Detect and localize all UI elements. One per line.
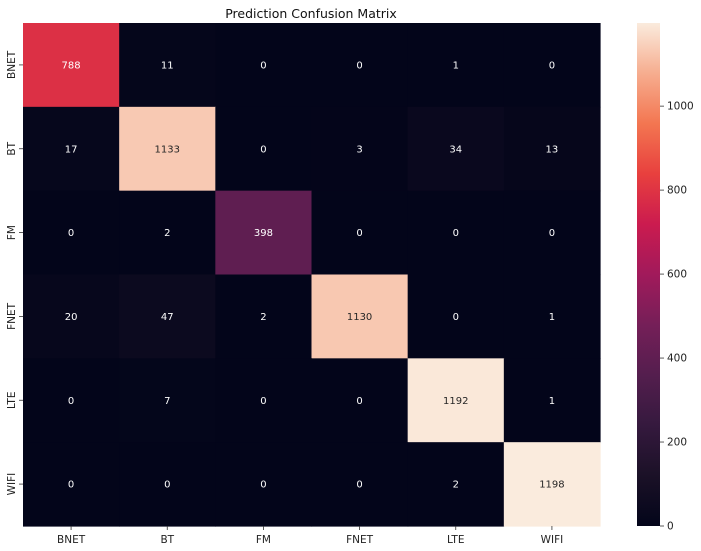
heatmap-cell [311, 358, 409, 443]
colorbar-gradient [637, 23, 660, 526]
heatmap-cell [503, 358, 601, 443]
cell-value-label: 1130 [347, 312, 372, 323]
cell-value-label: 0 [356, 480, 362, 491]
cell-value-label: 1198 [539, 480, 564, 491]
cell-value-label: 0 [68, 480, 74, 491]
cell-value-label: 47 [161, 312, 174, 323]
cell-value-label: 0 [356, 228, 362, 239]
cell-value-label: 1 [549, 312, 555, 323]
cell-value-label: 0 [260, 144, 266, 155]
heatmap-cell [23, 274, 120, 359]
cell-value-label: 2 [164, 228, 170, 239]
heatmap-cell [503, 106, 601, 192]
chart-title: Prediction Confusion Matrix [225, 6, 397, 21]
heatmap-cells: 788 11 0 0 1 017 1133 0 3 34 130 2 398 0 0 020 47 2 1130 0 1… [23, 23, 601, 527]
colorbar-ticks: 0 200 400 600 800 1000 [660, 101, 694, 533]
cell-value-label: 0 [260, 396, 266, 407]
cell-value-label: 0 [453, 228, 459, 239]
colorbar-tick-label: 600 [667, 269, 687, 281]
cell-value-label: 788 [62, 60, 81, 71]
cell-value-label: 0 [356, 396, 362, 407]
x-tick-label: FM [256, 534, 271, 546]
heatmap-cell [311, 23, 409, 108]
x-axis: BNET BT FM FNET LTE WIFI [57, 526, 563, 546]
y-tick-label: WIFI [6, 473, 18, 496]
cell-value-label: 1133 [155, 144, 180, 155]
heatmap-cell [119, 442, 216, 527]
cell-value-label: 1 [453, 60, 459, 71]
heatmap-cell [311, 442, 409, 527]
heatmap-cell [215, 106, 313, 192]
cell-value-label: 3 [356, 144, 362, 155]
heatmap-cell [311, 190, 409, 276]
heatmap-cell [119, 190, 216, 276]
heatmap-cell [407, 274, 505, 359]
colorbar-tick-label: 800 [667, 185, 687, 197]
heatmap-cell [407, 442, 505, 527]
heatmap-cell [503, 23, 601, 108]
x-tick-label: BT [160, 534, 174, 546]
colorbar: 0 200 400 600 800 1000 [637, 23, 694, 533]
heatmap-cell [215, 358, 313, 443]
cell-value-label: 1192 [443, 396, 468, 407]
heatmap-cell [503, 190, 601, 276]
x-tick-label: LTE [447, 534, 464, 546]
cell-value-label: 0 [549, 228, 555, 239]
x-tick-label: WIFI [541, 534, 564, 546]
heatmap-cell [407, 106, 505, 192]
cell-value-label: 11 [161, 60, 174, 71]
y-tick-label: LTE [6, 392, 18, 409]
y-tick-label: BNET [6, 50, 18, 79]
heatmap-cell [215, 274, 313, 359]
heatmap-cell [23, 358, 120, 443]
cell-value-label: 0 [68, 396, 74, 407]
cell-value-label: 2 [453, 480, 459, 491]
heatmap-cell [215, 23, 313, 108]
cell-value-label: 1 [549, 396, 555, 407]
heatmap-cell [407, 358, 505, 443]
cell-value-label: 17 [65, 144, 78, 155]
colorbar-tick-label: 0 [667, 521, 674, 533]
cell-value-label: 2 [260, 312, 266, 323]
y-tick-label: BT [6, 141, 18, 155]
heatmap-cell [119, 23, 216, 108]
heatmap-cell [503, 442, 601, 527]
cell-value-label: 0 [68, 228, 74, 239]
heatmap-cell [119, 358, 216, 443]
heatmap-cell [311, 274, 409, 359]
heatmap-cell [503, 274, 601, 359]
heatmap-cell [311, 106, 409, 192]
cell-value-label: 7 [164, 396, 170, 407]
cell-value-label: 0 [549, 60, 555, 71]
heatmap-cell [119, 106, 216, 192]
heatmap-cell [215, 442, 313, 527]
heatmap-cell [407, 23, 505, 108]
heatmap-cell [23, 442, 120, 527]
cell-value-label: 0 [453, 312, 459, 323]
colorbar-tick-label: 400 [667, 353, 687, 365]
cell-value-label: 0 [356, 60, 362, 71]
cell-value-label: 398 [254, 228, 273, 239]
heatmap-cell [215, 190, 313, 276]
cell-value-label: 0 [260, 60, 266, 71]
heatmap-cell [23, 23, 120, 108]
colorbar-tick-label: 200 [667, 437, 687, 449]
heatmap-cell [23, 106, 120, 192]
x-tick-label: FNET [346, 534, 374, 546]
cell-value-label: 0 [260, 480, 266, 491]
heatmap-cell [407, 190, 505, 276]
heatmap-cell [119, 274, 216, 359]
colorbar-tick-label: 1000 [667, 101, 694, 113]
heatmap-cell [23, 190, 120, 276]
cell-value-label: 34 [449, 144, 462, 155]
cell-value-label: 13 [546, 144, 559, 155]
y-axis: BNET BT FM FNET LTE WIFI [6, 50, 23, 495]
cell-value-label: 20 [65, 312, 78, 323]
x-tick-label: BNET [57, 534, 86, 546]
y-tick-label: FNET [6, 302, 18, 330]
y-tick-label: FM [6, 225, 18, 240]
cell-value-label: 0 [164, 480, 170, 491]
